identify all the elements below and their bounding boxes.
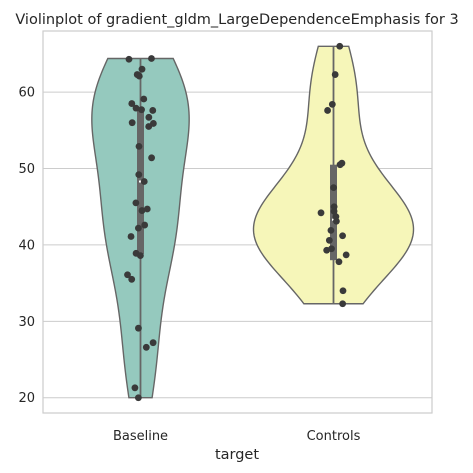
data-point xyxy=(132,199,140,207)
data-point xyxy=(317,209,325,217)
data-point xyxy=(141,221,149,229)
data-point xyxy=(148,154,156,162)
data-point xyxy=(138,207,146,214)
data-point xyxy=(135,324,142,332)
plot-frame xyxy=(42,30,433,414)
x-tick-label: Baseline xyxy=(113,429,168,444)
y-tick-labels: 20 30 40 50 60 xyxy=(18,86,35,407)
data-point xyxy=(145,123,153,130)
data-point xyxy=(138,106,145,114)
data-point xyxy=(124,271,131,279)
data-point xyxy=(128,100,136,107)
data-point xyxy=(330,184,337,192)
data-point xyxy=(328,100,336,108)
data-point xyxy=(145,113,153,121)
data-point xyxy=(342,251,350,259)
data-point xyxy=(327,227,335,234)
data-point xyxy=(128,119,136,127)
data-point xyxy=(323,246,331,254)
y-tick-label: 40 xyxy=(18,238,35,253)
data-point xyxy=(131,384,139,392)
x-tick-label: Controls xyxy=(307,429,361,444)
data-point xyxy=(336,161,344,169)
data-point xyxy=(325,236,333,244)
data-point xyxy=(330,207,338,215)
data-point xyxy=(136,252,144,260)
data-point xyxy=(149,107,157,114)
data-point xyxy=(324,107,331,114)
y-tick-label: 60 xyxy=(18,86,35,101)
data-point xyxy=(135,224,142,232)
data-point xyxy=(128,275,136,283)
data-point xyxy=(140,178,148,185)
data-point xyxy=(339,287,347,295)
data-point xyxy=(135,142,143,150)
data-point xyxy=(332,217,340,225)
violins xyxy=(91,45,415,399)
y-tick-label: 50 xyxy=(18,162,35,177)
data-point xyxy=(339,232,346,240)
data-point xyxy=(336,42,344,50)
data-point xyxy=(331,71,339,78)
data-point xyxy=(132,104,140,112)
y-tick-label: 30 xyxy=(18,315,35,330)
data-point xyxy=(135,171,143,179)
strip-points xyxy=(124,42,350,402)
data-point xyxy=(138,65,146,73)
data-point xyxy=(135,72,143,80)
data-point xyxy=(148,55,155,62)
data-point xyxy=(143,205,151,213)
x-tick-labels: Baseline Controls xyxy=(113,429,361,444)
data-point xyxy=(127,233,135,240)
y-tick-label: 20 xyxy=(18,391,35,406)
x-axis-label: target xyxy=(215,447,259,463)
violin-median xyxy=(139,180,142,183)
chart-title: Violinplot of gradient_gldm_LargeDepende… xyxy=(15,12,458,28)
data-point xyxy=(149,339,157,347)
data-point xyxy=(134,394,142,402)
data-point xyxy=(140,95,148,103)
data-point xyxy=(142,343,150,351)
data-point xyxy=(335,258,343,266)
data-point xyxy=(125,55,133,63)
data-point xyxy=(339,300,347,308)
